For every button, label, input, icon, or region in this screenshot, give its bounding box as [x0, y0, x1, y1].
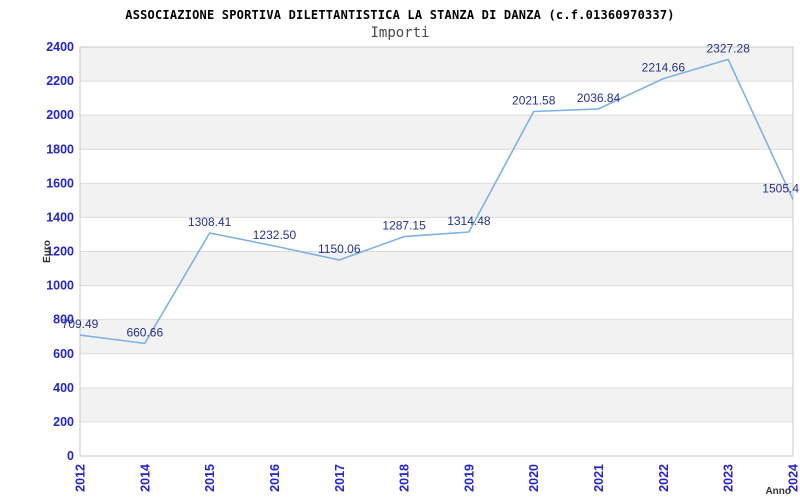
- plot-area-band: [80, 387, 793, 422]
- x-tick-label: 2017: [333, 464, 347, 492]
- plot-area-band: [80, 115, 793, 150]
- y-axis-title: Euro: [42, 240, 53, 263]
- x-tick-label: 2019: [462, 464, 476, 492]
- y-tick-label: 1200: [46, 245, 74, 259]
- point-label: 1314.48: [447, 214, 491, 228]
- x-tick-label: 2015: [203, 464, 217, 492]
- y-tick-label: 600: [53, 347, 74, 361]
- point-label: 709.49: [62, 317, 99, 331]
- x-tick-label: 2024: [787, 464, 800, 492]
- plot-area-band: [80, 319, 793, 354]
- plot-area-band: [80, 251, 793, 286]
- y-tick-label: 1800: [46, 142, 74, 156]
- point-label: 2036.84: [577, 91, 621, 105]
- x-tick-label: 2023: [722, 464, 736, 492]
- y-tick-label: 1600: [46, 176, 74, 190]
- point-label: 1505.4: [762, 181, 799, 195]
- x-tick-label: 2020: [527, 464, 541, 492]
- x-tick-label: 2012: [74, 464, 88, 492]
- y-tick-label: 2400: [46, 40, 74, 54]
- x-tick-label: 2016: [268, 464, 282, 492]
- point-label: 1287.15: [382, 219, 426, 233]
- x-axis-title: Anno: [765, 486, 791, 497]
- y-tick-label: 200: [53, 415, 74, 429]
- y-tick-label: 2000: [46, 108, 74, 122]
- chart-title: ASSOCIAZIONE SPORTIVA DILETTANTISTICA LA…: [125, 8, 675, 22]
- y-tick-label: 400: [53, 381, 74, 395]
- point-label: 660.66: [126, 325, 163, 339]
- y-tick-label: 0: [67, 449, 74, 463]
- x-tick-label: 2014: [138, 464, 152, 492]
- point-label: 2021.58: [512, 93, 556, 107]
- y-tick-label: 1400: [46, 210, 74, 224]
- plot-area-band: [80, 183, 793, 218]
- y-tick-label: 800: [53, 313, 74, 327]
- data-line: [79, 58, 794, 345]
- point-label: 2327.28: [706, 41, 750, 55]
- x-tick-label: 2022: [657, 464, 671, 492]
- point-label: 1308.41: [188, 215, 232, 229]
- chart-subtitle: Importi: [370, 25, 430, 41]
- point-label: 2214.66: [642, 61, 686, 75]
- x-tick-label: 2018: [398, 464, 412, 492]
- y-tick-label: 1000: [46, 279, 74, 293]
- plot-border: [79, 46, 794, 457]
- plot-area-band: [80, 47, 793, 82]
- point-label: 1232.50: [253, 228, 297, 242]
- y-tick-label: 2200: [46, 74, 74, 88]
- x-tick-label: 2021: [592, 464, 606, 492]
- point-label: 1150.06: [318, 242, 361, 256]
